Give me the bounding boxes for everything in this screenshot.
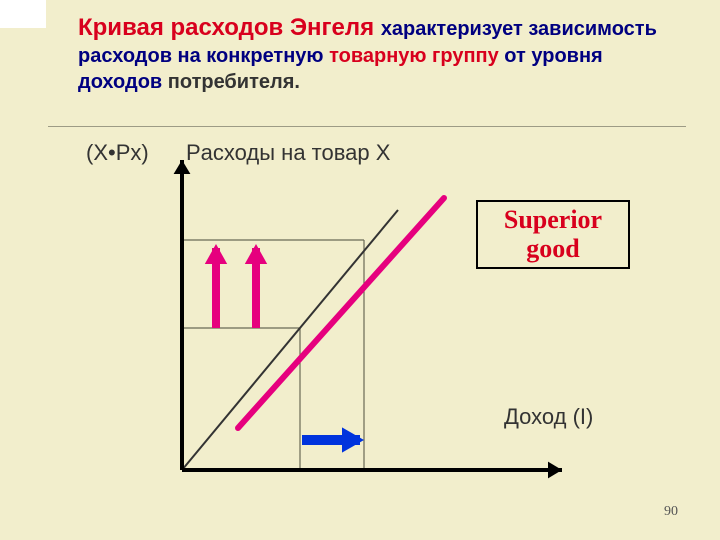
superior-good-badge: Superior good	[476, 200, 630, 269]
page-number: 90	[664, 504, 678, 520]
badge-line1: Superior	[488, 206, 618, 235]
diagram-svg	[86, 140, 646, 520]
header-seg-2: характеризует	[381, 18, 529, 40]
divider-line	[48, 126, 686, 127]
badge-line2: good	[488, 235, 618, 264]
header-text: Кривая расходов Энгеля характеризует зав…	[78, 12, 658, 95]
header-seg-4: на конкретную	[178, 45, 330, 67]
engel-curve-diagram: (X•Pх) Pасходы на товар X Доход (I) Supe…	[86, 140, 646, 520]
slide: Кривая расходов Энгеля характеризует зав…	[0, 0, 720, 540]
corner-decoration	[0, 0, 46, 28]
header-seg-7: потребителя.	[168, 71, 300, 93]
header-seg-5: товарную группу	[329, 45, 504, 67]
header-seg-1: Кривая расходов Энгеля	[78, 14, 381, 41]
